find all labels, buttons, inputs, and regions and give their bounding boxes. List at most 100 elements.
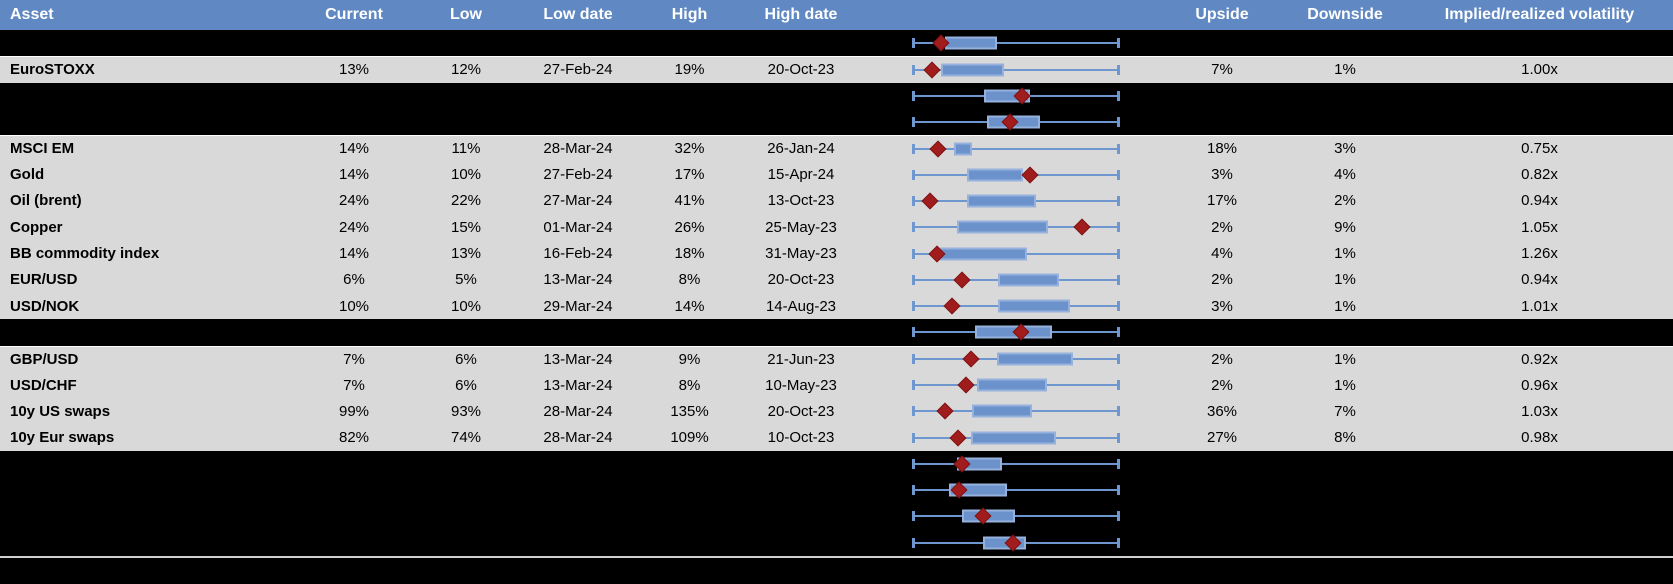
cell-high: 8%: [678, 272, 701, 288]
whisker-cap-right: [1117, 511, 1120, 522]
iqr-box: [998, 273, 1059, 287]
cell-downside: 1%: [1334, 246, 1356, 262]
whisker-cap-left: [912, 432, 915, 443]
current-marker-diamond: [943, 297, 961, 315]
iqr-box: [967, 194, 1036, 208]
whisker-line: [913, 42, 1118, 45]
boxplot: [857, 267, 1160, 293]
hidden-row: [0, 319, 1673, 346]
whisker-cap-right: [1117, 143, 1120, 154]
boxplot: [857, 188, 1160, 214]
column-header-asset: Asset: [10, 7, 54, 23]
cell-upside: 4%: [1211, 246, 1233, 262]
hidden-row: [0, 450, 1673, 478]
cell-high-date: 26-Jan-24: [767, 141, 835, 157]
column-header-current: Current: [325, 7, 383, 23]
cell-asset: USD/CHF: [10, 377, 77, 393]
asset-row-gold: Gold 14% 10% 27-Feb-24 17% 15-Apr-24 3% 4% 0.82x: [0, 161, 1673, 188]
boxplot: [857, 398, 1160, 424]
cell-asset: Gold: [10, 167, 45, 183]
whisker-line: [913, 489, 1118, 492]
cell-upside: 27%: [1206, 430, 1238, 446]
cell-downside: 8%: [1334, 430, 1356, 446]
cell-low: 93%: [450, 403, 482, 419]
cell-low-date: 27-Feb-24: [543, 167, 613, 183]
cell-asset: Copper: [10, 219, 63, 235]
boxplot: [857, 240, 1160, 266]
cell-high: 109%: [670, 430, 709, 446]
asset-row-gbp-usd: GBP/USD 7% 6% 13-Mar-24 9% 21-Jun-23 2% 1% 0.92x: [0, 345, 1673, 372]
cell-asset: 10y US swaps: [10, 403, 111, 419]
cell-downside: 1%: [1334, 298, 1356, 314]
cell-low: 11%: [451, 141, 481, 157]
current-marker-diamond: [1073, 218, 1091, 236]
cell-low-date: 27-Feb-24: [543, 62, 613, 78]
whisker-cap-right: [1117, 380, 1120, 390]
whisker-cap-right: [1117, 485, 1120, 496]
cell-asset: USD/NOK: [10, 298, 80, 314]
whisker-cap-right: [1117, 117, 1120, 128]
cell-asset: BB commodity index: [10, 246, 160, 262]
cell-upside: 7%: [1211, 62, 1233, 78]
cell-asset: EuroSTOXX: [10, 62, 95, 78]
whisker-cap-right: [1117, 195, 1120, 206]
whisker-cap-right: [1117, 169, 1120, 180]
whisker-cap-right: [1117, 354, 1120, 365]
hidden-row: [0, 82, 1673, 109]
cell-low-date: 01-Mar-24: [543, 219, 613, 235]
asset-row-oil-brent: Oil (brent) 24% 22% 27-Mar-24 41% 13-Oct-23 17…: [0, 187, 1673, 215]
cell-current: 14%: [338, 167, 370, 183]
cell-current: 14%: [338, 246, 370, 262]
whisker-cap-right: [1117, 64, 1120, 75]
whisker-cap-left: [912, 64, 915, 75]
cell-low: 22%: [450, 193, 482, 209]
footer-black-area: [0, 557, 1673, 584]
current-marker-diamond: [921, 192, 939, 210]
current-marker-diamond: [929, 140, 947, 158]
cell-low: 10%: [450, 167, 482, 183]
cell-iv-rv: 0.92x: [1521, 351, 1558, 367]
cell-iv-rv: 0.75x: [1521, 141, 1558, 157]
current-marker-diamond: [949, 429, 967, 447]
cell-upside: 3%: [1211, 167, 1233, 183]
cell-low: 6%: [455, 377, 477, 393]
whisker-cap-right: [1117, 248, 1120, 259]
whisker-cap-right: [1117, 406, 1120, 417]
hidden-row: [0, 477, 1673, 504]
asset-row-eurostoxx: EuroSTOXX 13% 12% 27-Feb-24 19% 20-Oct-23 7% 1%…: [0, 56, 1673, 83]
cell-downside: 1%: [1334, 272, 1356, 288]
whisker-cap-right: [1117, 274, 1120, 285]
column-header-high: High: [671, 7, 708, 23]
whisker-cap-left: [912, 169, 915, 180]
column-header-low: Low: [450, 7, 482, 23]
cell-high: 135%: [670, 403, 709, 419]
cell-current: 82%: [338, 430, 370, 446]
iqr-box: [997, 352, 1073, 366]
cell-iv-rv: 1.03x: [1521, 403, 1558, 419]
asset-row-copper: Copper 24% 15% 01-Mar-24 26% 25-May-23 2% 9% 1.0…: [0, 214, 1673, 241]
iqr-box: [939, 247, 1027, 261]
cell-iv-rv: 0.98x: [1521, 430, 1558, 446]
cell-low-date: 28-Mar-24: [543, 403, 613, 419]
asset-row-bb-commodity-index: BB commodity index 14% 13% 16-Feb-24 18% 31-M…: [0, 240, 1673, 267]
cell-high-date: 20-Oct-23: [767, 62, 835, 78]
iqr-box: [977, 378, 1047, 392]
cell-high: 17%: [674, 167, 705, 183]
cell-upside: 2%: [1211, 219, 1233, 235]
cell-current: 7%: [343, 351, 365, 367]
cell-iv-rv: 0.82x: [1521, 167, 1558, 183]
cell-current: 24%: [338, 219, 370, 235]
cell-asset: EUR/USD: [10, 272, 78, 288]
whisker-cap-left: [912, 38, 915, 49]
cell-asset: 10y Eur swaps: [10, 430, 115, 446]
cell-current: 10%: [338, 298, 370, 314]
table-bottom-divider: [0, 555, 1673, 558]
whisker-line: [913, 515, 1118, 518]
cell-current: 13%: [338, 62, 370, 78]
whisker-cap-left: [912, 458, 915, 469]
current-marker-diamond: [962, 350, 980, 368]
cell-low-date: 29-Mar-24: [543, 298, 613, 314]
iqr-box: [972, 404, 1032, 418]
whisker-cap-left: [912, 117, 915, 128]
cell-current: 14%: [338, 141, 370, 157]
